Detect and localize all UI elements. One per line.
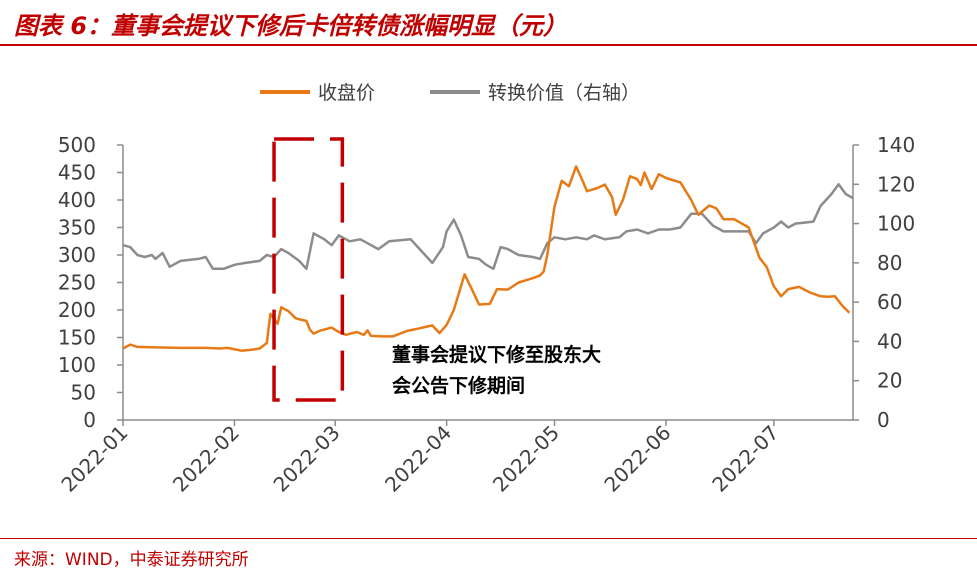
y-tick-right-label: 20 [877, 369, 902, 393]
y-tick-left-label: 100 [58, 353, 96, 377]
y-tick-left-label: 300 [58, 243, 96, 267]
annotation-text-line-2: 会公告下修期间 [392, 374, 525, 397]
y-tick-right-label: 60 [877, 290, 902, 314]
legend-label-close: 收盘价 [318, 82, 375, 104]
y-tick-right-label: 0 [877, 408, 890, 432]
x-ticks: 2022-01 2022-02 2022-03 2022-04 2022-05 2022-… [56, 420, 783, 497]
y-tick-left-label: 200 [58, 298, 96, 322]
series-line-conversion-value [122, 183, 854, 271]
annotation-text-line-1: 董事会提议下修至股东大 [392, 343, 601, 366]
y-tick-right-label: 120 [877, 172, 915, 196]
chart: 收盘价 转换价值（右轴） 050100150200250300350400450… [56, 82, 915, 497]
y-tick-left-label: 350 [58, 216, 96, 240]
title-rule [0, 44, 977, 46]
y-tick-right-label: 100 [877, 212, 915, 236]
chart-title: 图表 6：董事会提议下修后卡倍转债涨幅明显（元） [14, 12, 568, 40]
y-tick-left-label: 450 [58, 161, 96, 185]
y-tick-left-label: 500 [58, 133, 96, 157]
x-tick-label: 2022-05 [488, 421, 564, 497]
y-tick-right-label: 140 [877, 133, 915, 157]
y-tick-left-label: 400 [58, 188, 96, 212]
y-ticks-left: 0 50 100 150 200 250 300 350 400 450 500 [58, 133, 123, 432]
x-tick-label: 2022-04 [380, 421, 456, 497]
legend: 收盘价 转换价值（右轴） [260, 82, 640, 104]
y-tick-left-label: 0 [83, 408, 96, 432]
x-tick-label: 2022-06 [599, 421, 675, 497]
x-tick-label: 2022-02 [168, 421, 244, 497]
x-tick-label: 2022-03 [269, 421, 345, 497]
annotation-period-box [272, 137, 345, 402]
x-tick-label: 2022-07 [707, 421, 783, 497]
y-tick-left-label: 50 [71, 381, 96, 405]
y-tick-left-label: 250 [58, 271, 96, 295]
y-ticks-right: 0 20 40 60 80 100 120 140 [853, 133, 915, 432]
legend-label-conv: 转换价值（右轴） [488, 82, 640, 104]
y-tick-right-label: 40 [877, 329, 902, 353]
y-tick-right-label: 80 [877, 251, 902, 275]
y-tick-left-label: 150 [58, 326, 96, 350]
source-rule [0, 538, 977, 539]
source-note: 来源：WIND，中泰证券研究所 [14, 550, 249, 570]
series-line-close-price [122, 165, 851, 352]
